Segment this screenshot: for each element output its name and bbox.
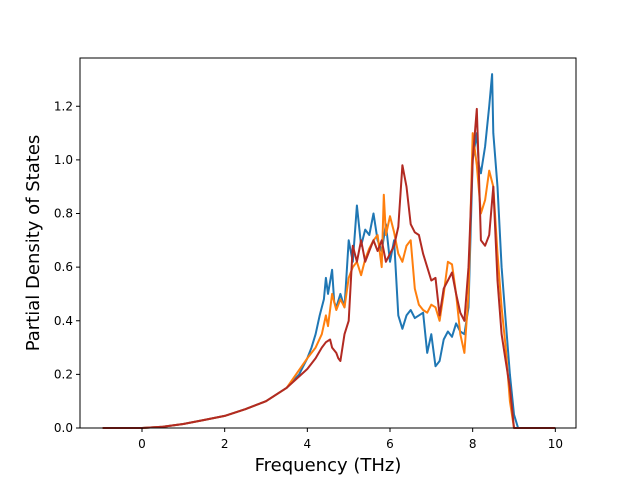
y-tick-label: 0.6 (54, 260, 73, 274)
plot-frame (79, 57, 577, 429)
x-tick-label: 8 (469, 437, 477, 451)
x-axis-label: Frequency (THz) (255, 455, 402, 476)
x-axis-ticks: 0 2 4 6 8 10 (138, 428, 563, 451)
x-tick-label: 6 (386, 437, 394, 451)
y-axis-ticks: 0.0 0.2 0.4 0.6 0.8 1.0 1.2 (54, 99, 80, 435)
series-line-1 (102, 73, 556, 429)
y-axis-label: Partial Density of States (23, 135, 44, 352)
x-tick-label: 4 (304, 437, 312, 451)
y-tick-label: 0.4 (54, 314, 73, 328)
y-tick-label: 0.0 (54, 421, 73, 435)
series-layer (102, 73, 556, 429)
series-line-2 (102, 132, 556, 429)
x-tick-label: 10 (548, 437, 563, 451)
x-tick-label: 0 (138, 437, 146, 451)
y-tick-label: 0.2 (54, 367, 73, 381)
y-tick-label: 1.0 (54, 153, 73, 167)
y-tick-label: 1.2 (54, 99, 73, 113)
y-tick-label: 0.8 (54, 207, 73, 221)
series-line-3 (102, 107, 556, 429)
x-tick-label: 2 (221, 437, 229, 451)
